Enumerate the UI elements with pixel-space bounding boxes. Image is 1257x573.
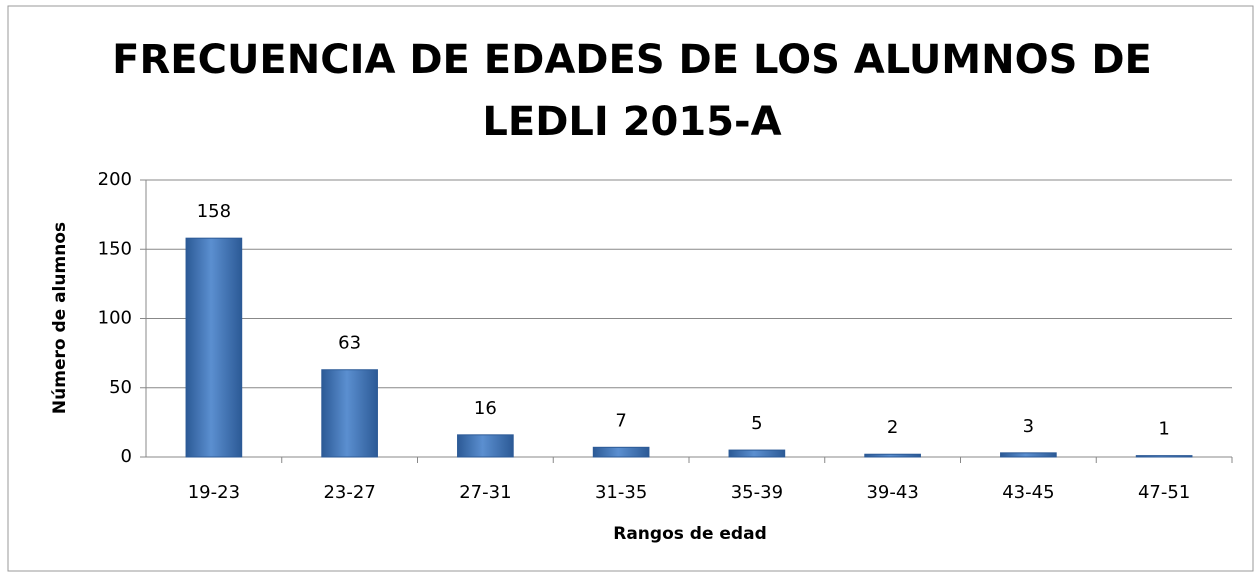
data-label: 1	[1158, 419, 1169, 440]
x-tick-label: 43-45	[1002, 482, 1054, 503]
y-tick-label: 100	[98, 308, 132, 329]
x-tick-label: 39-43	[866, 482, 918, 503]
data-label: 158	[197, 201, 231, 222]
y-axis-label: Número de alumnos	[50, 222, 70, 414]
bar	[728, 449, 786, 458]
chart-title: FRECUENCIA DE EDADES DE LOS ALUMNOS DE	[112, 37, 1152, 83]
bar	[592, 446, 650, 458]
x-tick-label: 31-35	[595, 482, 647, 503]
y-tick-label: 200	[98, 169, 132, 190]
data-label: 63	[338, 333, 361, 354]
data-label: 16	[474, 398, 497, 419]
x-tick-label: 27-31	[459, 482, 511, 503]
x-tick-label: 35-39	[731, 482, 783, 503]
x-tick-label: 47-51	[1138, 482, 1190, 503]
y-tick-label: 150	[98, 238, 132, 259]
y-tick-label: 50	[109, 377, 132, 398]
data-label: 2	[887, 417, 898, 438]
bar	[1000, 452, 1057, 458]
x-tick-label: 19-23	[188, 482, 240, 503]
bar	[185, 237, 243, 458]
bar	[321, 369, 378, 458]
y-tick-label: 0	[121, 446, 132, 467]
x-tick-label: 23-27	[323, 482, 375, 503]
data-label: 5	[751, 413, 762, 434]
bar	[457, 434, 514, 458]
bar	[1135, 455, 1193, 458]
data-label: 3	[1023, 416, 1034, 437]
data-label: 7	[615, 410, 626, 431]
bar	[864, 453, 921, 458]
x-axis-label: Rangos de edad	[613, 524, 767, 544]
chart-subtitle: LEDLI 2015-A	[482, 99, 781, 145]
